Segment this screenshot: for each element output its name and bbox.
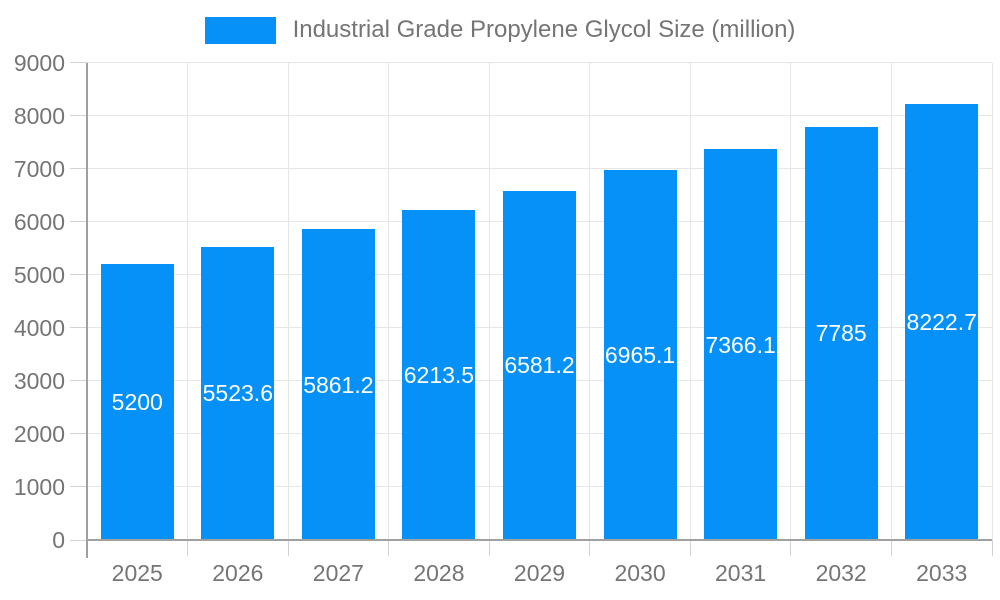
x-tick xyxy=(890,540,892,556)
x-axis-label: 2031 xyxy=(715,560,767,586)
x-axis-label: 2029 xyxy=(513,560,566,586)
bar[interactable] xyxy=(201,246,275,540)
x-axis-line xyxy=(87,539,992,541)
x-gridline xyxy=(287,62,289,540)
bar-value-label: 5523.6 xyxy=(202,380,273,407)
bar[interactable] xyxy=(905,103,979,540)
x-gridline xyxy=(790,62,792,540)
y-axis-label: 9000 xyxy=(13,49,65,76)
bar-value-label: 6581.2 xyxy=(504,352,575,379)
y-axis-label: 7000 xyxy=(13,155,65,182)
y-axis-label: 0 xyxy=(52,527,65,553)
y-gridline xyxy=(87,115,992,117)
bar-value-label: 5861.2 xyxy=(303,371,374,398)
x-tick xyxy=(488,540,490,556)
x-tick xyxy=(187,540,189,556)
x-tick xyxy=(991,540,993,556)
y-axis-label: 2000 xyxy=(13,420,65,447)
legend-swatch-icon xyxy=(204,16,276,44)
x-axis-label: 2027 xyxy=(312,560,364,586)
y-tick xyxy=(70,168,87,170)
y-tick xyxy=(70,115,87,117)
x-tick xyxy=(287,540,289,556)
x-axis-label: 2026 xyxy=(212,560,264,586)
x-tick xyxy=(790,540,792,556)
y-gridline xyxy=(87,62,992,63)
x-axis-label: 2025 xyxy=(111,560,163,586)
y-tick xyxy=(70,486,87,488)
x-axis-label: 2030 xyxy=(614,560,666,586)
bar-value-label: 6213.5 xyxy=(403,362,475,389)
bar[interactable] xyxy=(603,170,677,540)
y-axis-label: 8000 xyxy=(13,102,65,129)
x-tick xyxy=(388,540,390,556)
bar-value-label: 5200 xyxy=(111,389,163,416)
bar[interactable] xyxy=(301,229,375,540)
bar-value-label: 6965.1 xyxy=(604,342,676,369)
y-axis-label: 3000 xyxy=(13,367,65,394)
y-tick xyxy=(70,221,87,223)
x-gridline xyxy=(388,62,390,540)
y-tick xyxy=(70,274,87,276)
x-gridline xyxy=(890,62,892,540)
y-axis-label: 1000 xyxy=(13,473,65,500)
bar[interactable] xyxy=(503,190,576,540)
bar[interactable] xyxy=(804,126,878,540)
x-axis-label: 2032 xyxy=(815,560,867,586)
x-gridline xyxy=(689,62,691,540)
x-tick xyxy=(589,540,591,556)
y-axis-label: 5000 xyxy=(13,261,65,288)
bar-value-label: 7366.1 xyxy=(705,331,776,358)
x-axis-label: 2028 xyxy=(413,560,465,586)
x-gridline xyxy=(991,62,993,540)
legend-label: Industrial Grade Propylene Glycol Size (… xyxy=(292,16,796,43)
y-tick xyxy=(70,433,87,435)
bar[interactable] xyxy=(100,264,174,540)
y-tick xyxy=(70,62,87,63)
y-axis-label: 4000 xyxy=(13,314,65,341)
y-axis-label: 6000 xyxy=(13,208,65,235)
y-tick xyxy=(70,539,87,541)
chart-legend[interactable]: Industrial Grade Propylene Glycol Size (… xyxy=(0,14,1000,46)
y-tick xyxy=(70,380,87,382)
bar[interactable] xyxy=(402,210,476,540)
bar-value-label: 7785 xyxy=(815,320,867,347)
y-axis-line xyxy=(86,62,88,558)
y-gridline xyxy=(87,168,992,170)
x-tick xyxy=(689,540,691,556)
x-gridline xyxy=(589,62,591,540)
x-gridline xyxy=(187,62,189,540)
y-tick xyxy=(70,327,87,329)
bar-value-label: 8222.7 xyxy=(906,308,977,335)
x-axis-label: 2033 xyxy=(916,560,968,586)
x-gridline xyxy=(488,62,490,540)
bar[interactable] xyxy=(704,149,778,540)
